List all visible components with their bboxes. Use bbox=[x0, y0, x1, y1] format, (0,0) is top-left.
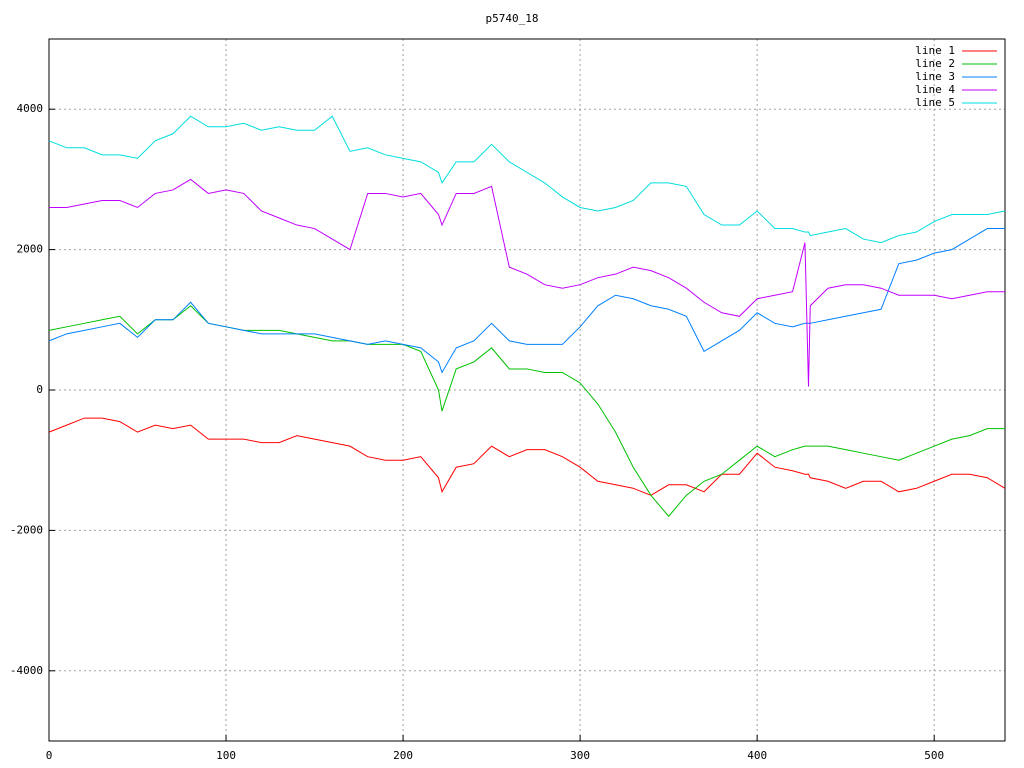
plot-border bbox=[48, 38, 1006, 742]
y-tick-label: -2000 bbox=[10, 523, 43, 536]
x-tick-label: 500 bbox=[924, 749, 944, 762]
x-tick-label: 300 bbox=[570, 749, 590, 762]
x-tick-label: 200 bbox=[393, 749, 413, 762]
data-line bbox=[48, 115, 1006, 244]
y-tick-label: -4000 bbox=[10, 664, 43, 677]
data-line bbox=[48, 417, 1006, 496]
data-line bbox=[49, 178, 1005, 387]
y-tick-label: 2000 bbox=[17, 243, 44, 256]
legend-label: line 4 bbox=[915, 83, 955, 96]
legend-label: line 3 bbox=[915, 70, 955, 83]
y-tick-label: 0 bbox=[36, 383, 43, 396]
chart-title: p5740_18 bbox=[486, 12, 539, 25]
data-line bbox=[48, 228, 1005, 374]
legend-label: line 5 bbox=[915, 96, 955, 109]
legend-label: line 1 bbox=[915, 44, 955, 57]
x-tick-label: 0 bbox=[46, 749, 53, 762]
x-tick-label: 400 bbox=[747, 749, 767, 762]
x-tick-label: 100 bbox=[216, 749, 236, 762]
y-tick-label: 4000 bbox=[17, 102, 44, 115]
legend-label: line 2 bbox=[915, 57, 955, 70]
